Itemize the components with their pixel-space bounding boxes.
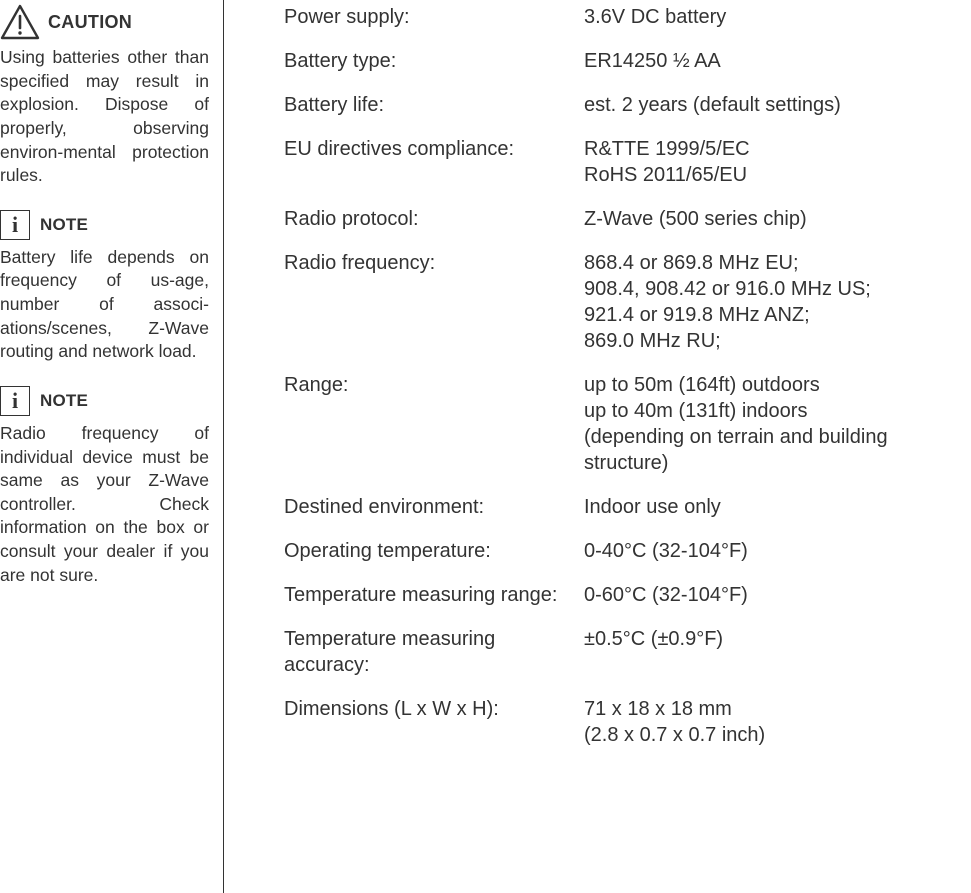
spec-label: Radio protocol: (284, 206, 584, 232)
spec-value: 3.6V DC battery (584, 4, 963, 30)
note-label: NOTE (40, 391, 88, 411)
spec-row: Radio frequency: 868.4 or 869.8 MHz EU; … (284, 250, 963, 354)
caution-label: CAUTION (48, 12, 132, 33)
spec-row: Temperature measuring range: 0-60°C (32-… (284, 582, 963, 608)
sidebar: CAUTION Using batteries other than speci… (0, 0, 224, 893)
caution-header: CAUTION (0, 4, 209, 40)
spec-value: up to 50m (164ft) outdoors up to 40m (13… (584, 372, 963, 476)
info-icon: i (0, 386, 30, 416)
spec-row: Power supply: 3.6V DC battery (284, 4, 963, 30)
spec-row: EU directives compliance: R&TTE 1999/5/E… (284, 136, 963, 188)
spec-label: Battery life: (284, 92, 584, 118)
note-text: Battery life depends on frequency of us-… (0, 246, 209, 364)
spec-value: R&TTE 1999/5/EC RoHS 2011/65/EU (584, 136, 963, 188)
spec-value: ER14250 ½ AA (584, 48, 963, 74)
spec-label: Temperature measuring accuracy: (284, 626, 584, 678)
caution-text: Using batteries other than specified may… (0, 46, 209, 188)
spec-label: EU directives compliance: (284, 136, 584, 162)
note-header: i NOTE (0, 210, 209, 240)
spec-value: 868.4 or 869.8 MHz EU; 908.4, 908.42 or … (584, 250, 963, 354)
spec-value: Z-Wave (500 series chip) (584, 206, 963, 232)
spec-value: 0-60°C (32-104°F) (584, 582, 963, 608)
note-text: Radio frequency of individual device mus… (0, 422, 209, 587)
spec-table: Power supply: 3.6V DC battery Battery ty… (224, 0, 971, 893)
note-header: i NOTE (0, 386, 209, 416)
note-block: i NOTE Radio frequency of individual dev… (0, 386, 209, 587)
spec-label: Operating temperature: (284, 538, 584, 564)
spec-row: Battery life: est. 2 years (default sett… (284, 92, 963, 118)
spec-label: Power supply: (284, 4, 584, 30)
spec-value: est. 2 years (default settings) (584, 92, 963, 118)
spec-row: Battery type: ER14250 ½ AA (284, 48, 963, 74)
spec-label: Destined environment: (284, 494, 584, 520)
spec-label: Temperature measuring range: (284, 582, 584, 608)
note-block: i NOTE Battery life depends on frequency… (0, 210, 209, 364)
spec-value: 0-40°C (32-104°F) (584, 538, 963, 564)
spec-label: Dimensions (L x W x H): (284, 696, 584, 722)
spec-row: Operating temperature: 0-40°C (32-104°F) (284, 538, 963, 564)
spec-row: Range: up to 50m (164ft) outdoors up to … (284, 372, 963, 476)
spec-label: Radio frequency: (284, 250, 584, 276)
spec-value: Indoor use only (584, 494, 963, 520)
info-icon: i (0, 210, 30, 240)
note-label: NOTE (40, 215, 88, 235)
spec-value: 71 x 18 x 18 mm (2.8 x 0.7 x 0.7 inch) (584, 696, 963, 748)
spec-row: Dimensions (L x W x H): 71 x 18 x 18 mm … (284, 696, 963, 748)
spec-row: Radio protocol: Z-Wave (500 series chip) (284, 206, 963, 232)
spec-row: Temperature measuring accuracy: ±0.5°C (… (284, 626, 963, 678)
caution-triangle-icon (0, 4, 40, 40)
spec-label: Range: (284, 372, 584, 398)
spec-row: Destined environment: Indoor use only (284, 494, 963, 520)
spec-label: Battery type: (284, 48, 584, 74)
spec-value: ±0.5°C (±0.9°F) (584, 626, 963, 652)
